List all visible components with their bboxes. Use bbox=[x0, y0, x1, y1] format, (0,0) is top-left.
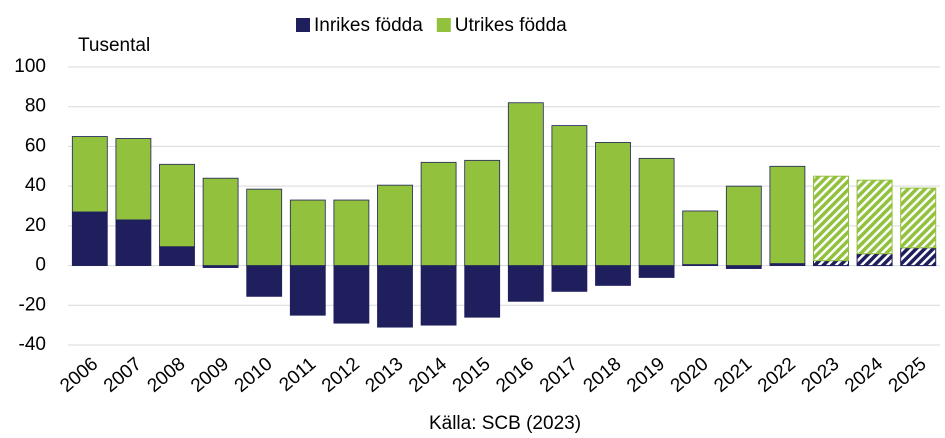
y-tick-label: 100 bbox=[14, 56, 46, 77]
bar bbox=[71, 136, 108, 213]
bar bbox=[769, 165, 806, 264]
bar bbox=[420, 161, 457, 266]
bar bbox=[856, 179, 893, 255]
bar bbox=[289, 265, 326, 316]
bar bbox=[725, 265, 762, 269]
y-tick-label: 40 bbox=[25, 175, 46, 196]
bar bbox=[464, 265, 501, 318]
bar bbox=[159, 246, 195, 266]
legend-swatch bbox=[296, 18, 310, 32]
bar bbox=[682, 210, 719, 265]
x-tick-label: 2017 bbox=[536, 354, 582, 397]
bar bbox=[377, 184, 413, 266]
x-tick-label: 2020 bbox=[667, 354, 713, 397]
bar bbox=[333, 265, 370, 324]
bar bbox=[71, 211, 108, 266]
bar bbox=[900, 187, 937, 249]
bar bbox=[595, 265, 631, 286]
y-tick-label: 60 bbox=[25, 135, 46, 156]
bar bbox=[159, 163, 195, 248]
bar bbox=[246, 265, 283, 297]
x-tick-label: 2015 bbox=[449, 354, 495, 397]
x-tick-label: 2024 bbox=[841, 353, 887, 397]
x-tick-label: 2010 bbox=[231, 354, 277, 397]
bar bbox=[638, 265, 675, 278]
x-tick-label: 2019 bbox=[623, 354, 669, 397]
legend-label: Inrikes födda bbox=[314, 15, 423, 36]
legend-swatch bbox=[436, 18, 451, 32]
x-tick-label: 2008 bbox=[144, 354, 190, 397]
bar bbox=[289, 199, 326, 266]
bar bbox=[115, 219, 152, 266]
legend-label: Utrikes födda bbox=[455, 15, 567, 36]
y-tick-label: -40 bbox=[19, 334, 46, 355]
bar bbox=[638, 157, 675, 266]
bar bbox=[333, 199, 370, 266]
y-tick-label: 0 bbox=[35, 255, 46, 276]
x-tick-label: 2012 bbox=[318, 354, 364, 397]
bar bbox=[246, 188, 283, 266]
y-axis-label: Tusental bbox=[78, 35, 150, 56]
x-tick-label: 2007 bbox=[100, 354, 146, 397]
bar bbox=[900, 247, 937, 267]
x-tick-label: 2018 bbox=[580, 354, 626, 397]
x-tick-label: 2006 bbox=[56, 354, 102, 397]
x-tick-label: 2014 bbox=[405, 353, 451, 397]
bar bbox=[464, 159, 501, 266]
x-tick-label: 2023 bbox=[798, 354, 844, 397]
x-tick-label: 2009 bbox=[187, 354, 233, 397]
bar bbox=[551, 125, 588, 266]
bar bbox=[551, 265, 588, 292]
bar bbox=[420, 265, 457, 326]
x-tick-label: 2016 bbox=[492, 354, 538, 397]
x-tick-label: 2025 bbox=[885, 354, 931, 397]
bar bbox=[377, 265, 413, 328]
x-tick-label: 2022 bbox=[754, 354, 800, 397]
bar bbox=[813, 260, 849, 267]
bar bbox=[202, 177, 239, 266]
bar bbox=[813, 175, 849, 262]
bar bbox=[507, 265, 544, 302]
y-tick-label: -20 bbox=[19, 294, 46, 315]
bar bbox=[115, 138, 152, 221]
bar bbox=[507, 102, 544, 266]
bar bbox=[725, 185, 762, 266]
bar bbox=[856, 253, 893, 267]
x-tick-label: 2021 bbox=[710, 354, 756, 397]
x-tick-label: 2013 bbox=[362, 354, 408, 397]
y-tick-label: 20 bbox=[25, 215, 46, 236]
bar bbox=[595, 142, 631, 266]
x-tick-label: 2011 bbox=[275, 354, 320, 396]
y-tick-label: 80 bbox=[25, 96, 46, 117]
source: Källa: SCB (2023) bbox=[429, 413, 581, 434]
